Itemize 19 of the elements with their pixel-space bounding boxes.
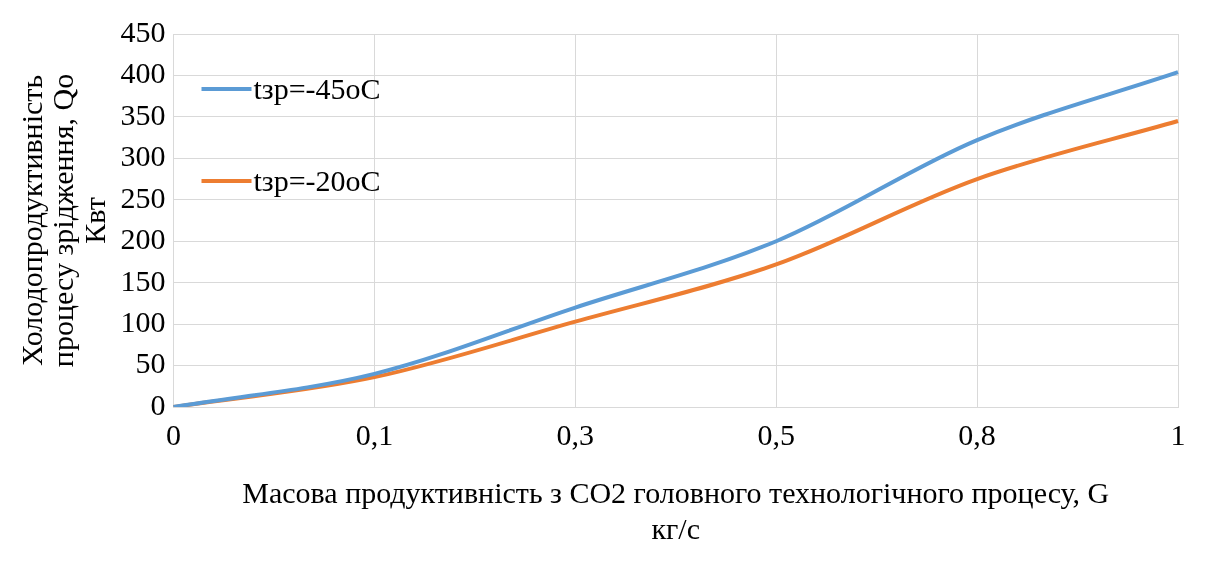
x-tick-label: 0,3 (556, 417, 595, 451)
y-axis-title: Холодопродуктивність процесу зрідження, Qo Квт (14, 73, 111, 368)
y-tick-label: 350 (120, 97, 166, 131)
y-tick-label: 50 (135, 346, 166, 380)
y-tick-label: 100 (120, 304, 166, 338)
y-tick-label: 300 (120, 139, 166, 173)
x-tick-label: 0,5 (757, 417, 795, 451)
x-tick-label: 0,8 (958, 417, 996, 451)
x-tick-label: 1 (1170, 417, 1186, 451)
legend-label: tзр=-20oC (253, 163, 381, 197)
y-tick-label: 0 (150, 387, 166, 421)
y-tick-label: 250 (120, 180, 166, 214)
y-tick-label: 150 (120, 263, 166, 297)
y-tick-label: 450 (120, 14, 166, 48)
y-tick-label: 400 (120, 56, 166, 90)
x-tick-label: 0,1 (355, 417, 394, 451)
legend-label: tзр=-45oC (253, 71, 381, 105)
x-axis-title: Масова продуктивність з CO2 головного технологічного процесу, G кг/с (242, 475, 1110, 545)
y-tick-label: 200 (120, 222, 166, 256)
